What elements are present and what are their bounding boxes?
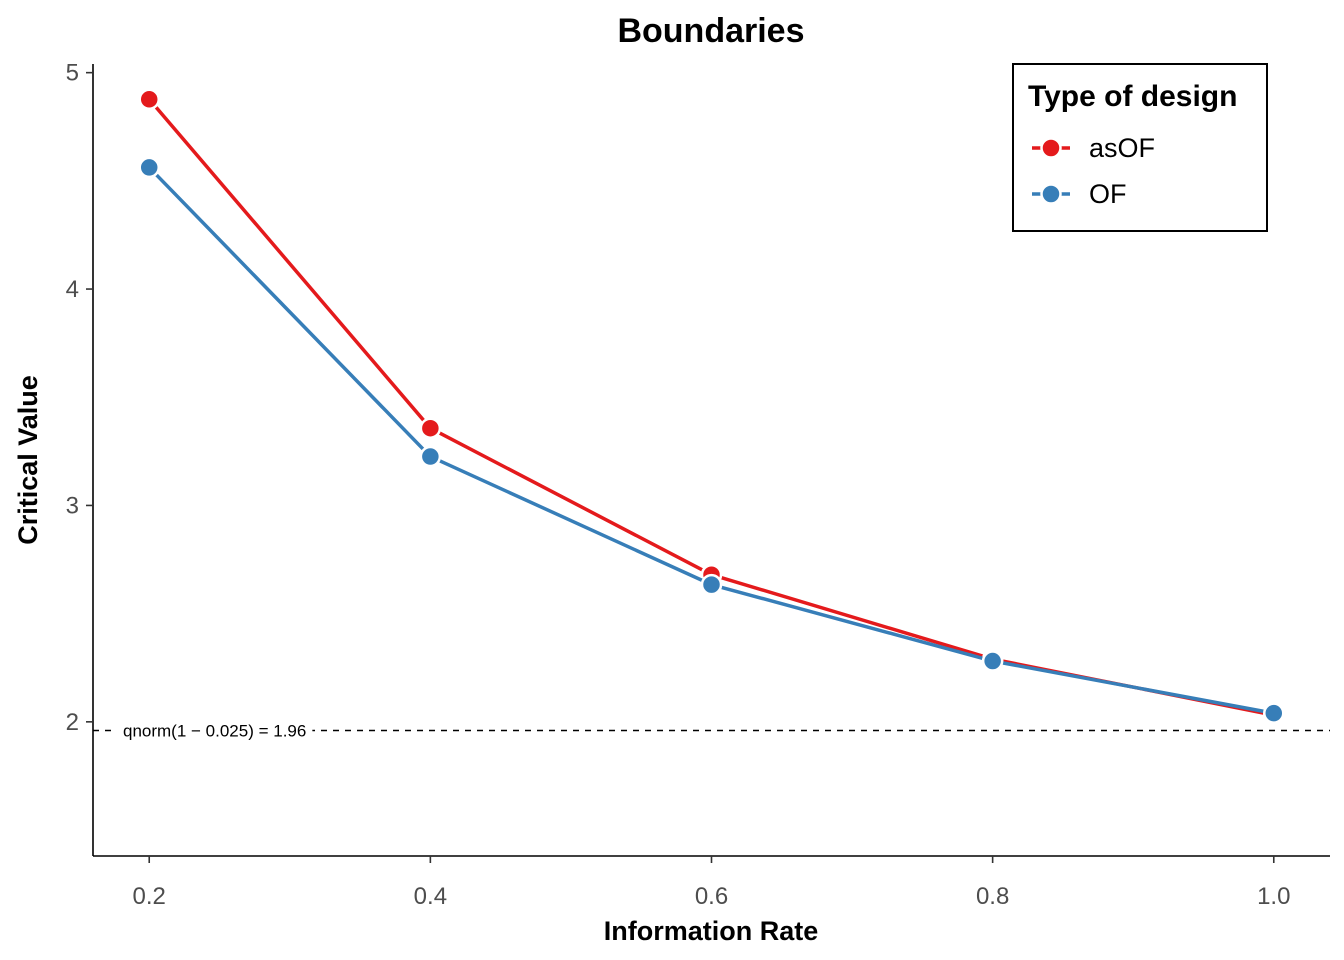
y-axis-title: Critical Value bbox=[13, 375, 43, 545]
y-axis-ticks: 2 3 4 5 bbox=[66, 60, 93, 736]
legend: Type of design asOF OF bbox=[1012, 63, 1268, 232]
data-point-of-5 bbox=[1263, 702, 1285, 724]
x-tick-label: 0.8 bbox=[976, 883, 1009, 910]
y-tick-label: 5 bbox=[66, 60, 79, 87]
series-layer bbox=[138, 88, 1285, 726]
series-of bbox=[138, 156, 1285, 724]
legend-key-point-asof bbox=[1040, 137, 1062, 159]
x-tick-label: 0.2 bbox=[133, 883, 166, 910]
legend-title: Type of design bbox=[1028, 80, 1237, 113]
data-point-of-2 bbox=[419, 445, 442, 468]
x-axis-title: Information Rate bbox=[604, 916, 819, 946]
x-tick-label: 1.0 bbox=[1257, 883, 1290, 910]
chart-title: Boundaries bbox=[617, 12, 804, 50]
data-point-asof-2 bbox=[419, 417, 442, 439]
legend-key-point-of bbox=[1040, 183, 1062, 205]
data-point-of-4 bbox=[981, 650, 1004, 672]
data-point-asof-1 bbox=[138, 88, 160, 111]
legend-label-of: OF bbox=[1089, 179, 1127, 209]
reference-label-background bbox=[117, 716, 313, 741]
data-point-of-1 bbox=[138, 156, 160, 179]
legend-label-asof: asOF bbox=[1089, 133, 1155, 163]
legend-item-asof: asOF bbox=[1032, 133, 1155, 163]
y-tick-label: 3 bbox=[66, 492, 79, 519]
x-tick-label: 0.6 bbox=[695, 883, 728, 910]
x-tick-label: 0.4 bbox=[414, 883, 447, 910]
legend-items: asOF OF bbox=[1032, 133, 1155, 209]
reference-line-label: qnorm(1 − 0.025) = 1.96 bbox=[123, 721, 306, 740]
y-tick-label: 4 bbox=[66, 276, 79, 303]
reference-layer: qnorm(1 − 0.025) = 1.96 bbox=[93, 716, 1330, 741]
legend-item-of: OF bbox=[1032, 179, 1127, 209]
y-tick-label: 2 bbox=[66, 709, 79, 736]
data-point-of-3 bbox=[700, 573, 723, 596]
x-axis-ticks: 0.2 0.4 0.6 0.8 1.0 bbox=[133, 856, 1290, 910]
